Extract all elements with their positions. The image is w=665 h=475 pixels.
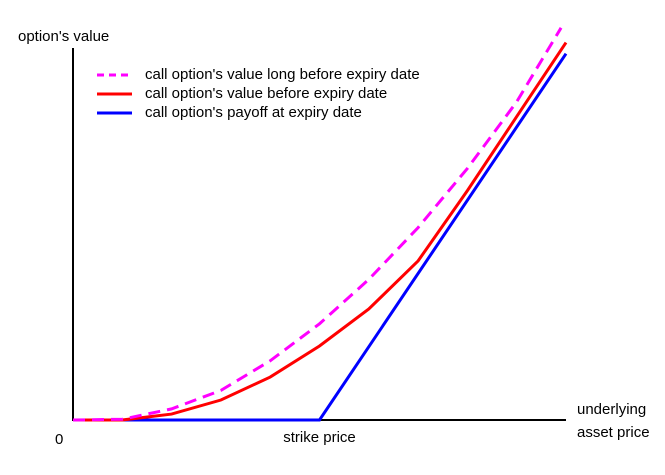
legend-label: call option's value before expiry date bbox=[145, 85, 387, 102]
legend-label: call option's value long before expiry d… bbox=[145, 66, 420, 83]
origin-label: 0 bbox=[55, 431, 63, 448]
annotation: strike price bbox=[283, 429, 356, 446]
series-line bbox=[73, 52, 568, 422]
y-axis-label: option's value bbox=[18, 28, 109, 45]
legend-label: call option's payoff at expiry date bbox=[145, 104, 362, 121]
series-line bbox=[73, 41, 568, 422]
series-line bbox=[72, 27, 563, 422]
x-axis-label: asset price bbox=[577, 424, 650, 441]
x-axis-label: underlying bbox=[577, 401, 646, 418]
